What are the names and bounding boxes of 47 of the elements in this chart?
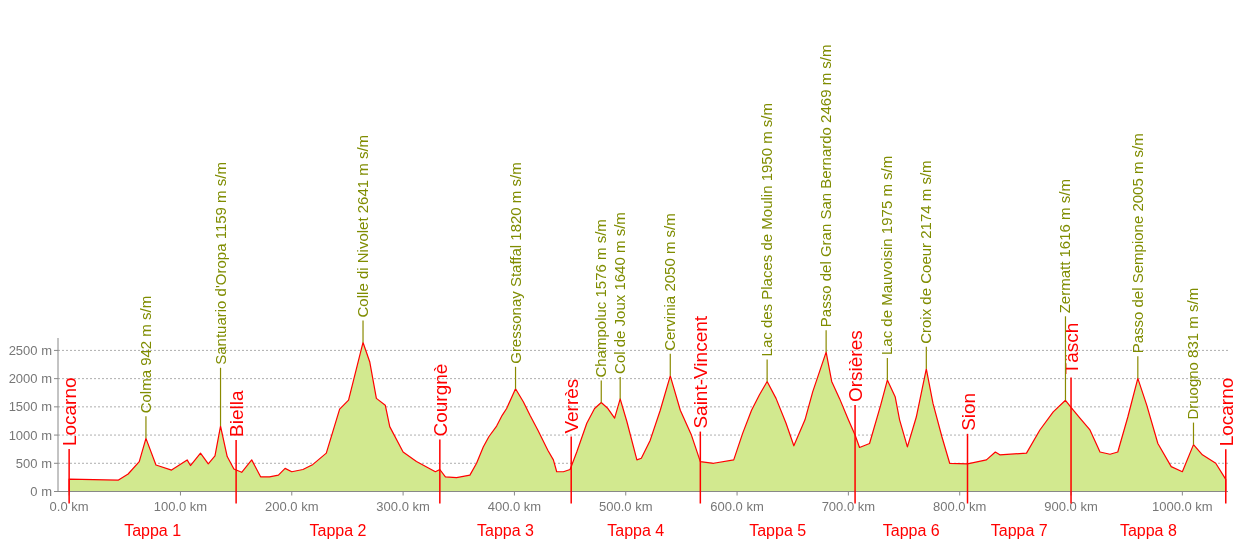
ref-line-label: Locarno <box>59 377 81 447</box>
ref-line-label: Saint-Vincent <box>690 315 712 429</box>
y-tick-label: 0 m <box>30 484 52 500</box>
annotation: Champoluc 1576 m s/m <box>592 219 610 378</box>
annotation: Croix de Coeur 2174 m s/m <box>917 160 935 344</box>
x-tick-label: 100.0 km <box>153 498 208 514</box>
x-tick-label: 600.0 km <box>710 498 764 514</box>
y-tick-label: 1000 m <box>8 427 52 443</box>
x-tick-label: 200.0 km <box>265 498 319 514</box>
annotation: Santuario d'Oropa 1159 m s/m <box>211 162 229 365</box>
text: Tappa 6 <box>882 521 940 539</box>
annotation: Zermatt 1616 m s/m <box>1056 179 1074 314</box>
ref-line-label: Orsières <box>845 330 867 403</box>
y-tick-label: 500 m <box>15 455 52 471</box>
x-tick-label: 800.0 km <box>932 498 987 514</box>
x-tick-label: 1000.0 km <box>1152 498 1213 514</box>
ref-line-label: Sion <box>957 392 979 431</box>
text: Tappa 7 <box>990 521 1048 539</box>
annotation: Druogno 831 m s/m <box>1184 287 1202 420</box>
ref-line-label: Courgnè <box>429 363 451 437</box>
annotation: Passo del Gran San Bernardo 2469 m s/m <box>817 44 835 328</box>
x-tick-label: 400.0 km <box>487 498 542 514</box>
annotation: Lac des Places de Moulin 1950 m s/m <box>758 102 776 357</box>
annotation: Lac de Mauvoisin 1975 m s/m <box>878 155 896 356</box>
x-tick-label: 700.0 km <box>821 498 876 514</box>
text: Tappa 4 <box>607 521 665 539</box>
annotation: Passo del Sempione 2005 m s/m <box>1128 133 1146 354</box>
x-tick-label: 500.0 km <box>599 498 653 514</box>
text: Tappa 1 <box>124 521 182 539</box>
y-tick-label: 1500 m <box>8 399 52 415</box>
ref-line-label: Verrès <box>561 378 583 434</box>
text: Tappa 3 <box>477 521 535 539</box>
x-tick-label: 0.0 km <box>49 498 89 514</box>
ref-line-label: Biella <box>226 389 248 437</box>
annotation: Col de Joux 1640 m s/m <box>611 212 629 374</box>
annotation: Cervinia 2050 m s/m <box>661 213 679 351</box>
y-tick-label: 2000 m <box>8 371 52 387</box>
annotation: Colle di Nivolet 2641 m s/m <box>354 134 372 318</box>
x-tick-label: 900.0 km <box>1044 498 1098 514</box>
text: Tappa 8 <box>1119 521 1177 539</box>
annotation: Gressonay Staffal 1820 m s/m <box>506 162 524 364</box>
annotation: Colma 942 m s/m <box>136 295 154 414</box>
ref-line-label: Locarno <box>1215 377 1237 447</box>
text: Tappa 5 <box>749 521 807 539</box>
y-tick-label: 2500 m <box>8 342 52 358</box>
x-tick-label: 300.0 km <box>376 498 430 514</box>
text: Tappa 2 <box>309 521 367 539</box>
